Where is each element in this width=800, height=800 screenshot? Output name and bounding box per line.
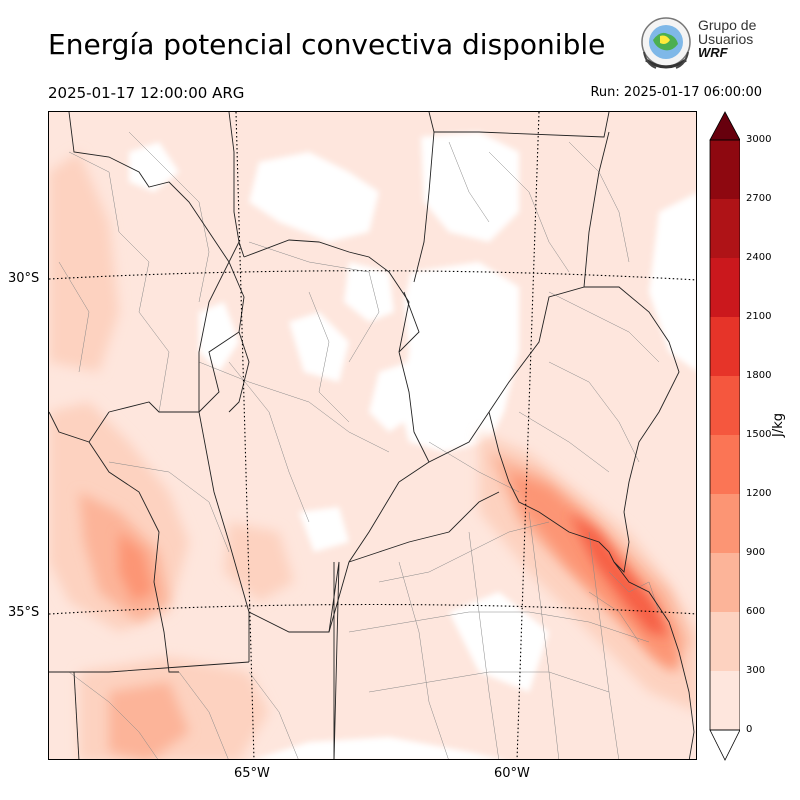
lat-label-35s: 35°S [8, 605, 40, 620]
colorbar-tick-label: 300 [746, 665, 766, 676]
colorbar-segment [710, 612, 740, 671]
colorbar-segment [710, 376, 740, 435]
colorbar-tick-label: 0 [746, 724, 753, 735]
colorbar-segment [710, 258, 740, 317]
colorbar-tick-label: 2700 [746, 193, 772, 204]
colorbar-segment [710, 553, 740, 612]
run-time: Run: 2025-01-17 06:00:00 [590, 85, 762, 100]
colorbar-tick-label: 600 [746, 606, 766, 617]
logo-line-3: WRF [698, 45, 728, 60]
colorbar-tick-label: 1500 [746, 429, 772, 440]
colorbar-graphic [709, 111, 744, 761]
colorbar-segment [710, 199, 740, 258]
colorbar-over-triangle [709, 111, 741, 141]
colorbar-tick-label: 2100 [746, 311, 772, 322]
colorbar-segment [710, 494, 740, 553]
lon-label-65w: 65°W [234, 766, 270, 781]
lon-label-60w: 60°W [494, 766, 530, 781]
cape-zero-areas [129, 132, 696, 759]
colorbar-segment [710, 317, 740, 376]
cape-base-field [49, 112, 696, 759]
colorbar: 0 300 600 900 1200 1500 1800 2100 2400 2700 3000 [706, 110, 796, 765]
lat-label-30s: 30°S [8, 271, 40, 286]
graticule [49, 112, 696, 759]
valid-time: 2025-01-17 12:00:00 ARG [48, 84, 245, 102]
colorbar-tick-label: 1800 [746, 370, 772, 381]
colorbar-tick-label: 1200 [746, 488, 772, 499]
department-boundaries [58, 131, 660, 759]
logo: Grupo de Usuarios WRF [638, 16, 768, 72]
logo-text: Grupo de Usuarios WRF [698, 18, 756, 60]
cape-very-high-areas [569, 512, 669, 637]
colorbar-tick-label: 2400 [746, 252, 772, 263]
chart-title: Energía potencial convectiva disponible [48, 28, 606, 61]
logo-line-1: Grupo de [698, 17, 757, 33]
colorbar-segment [710, 671, 740, 730]
map-canvas [49, 112, 696, 759]
province-boundaries [49, 112, 695, 759]
colorbar-tick-label: 900 [746, 547, 766, 558]
wrf-globe-icon [641, 17, 691, 69]
colorbar-segment [710, 435, 740, 494]
colorbar-segment [710, 140, 740, 199]
logo-line-2: Usuarios [698, 31, 754, 47]
colorbar-tick-label: 3000 [746, 134, 772, 145]
colorbar-under-triangle [709, 729, 741, 761]
cape-map [48, 111, 697, 760]
colorbar-unit: J/kg [771, 413, 786, 437]
